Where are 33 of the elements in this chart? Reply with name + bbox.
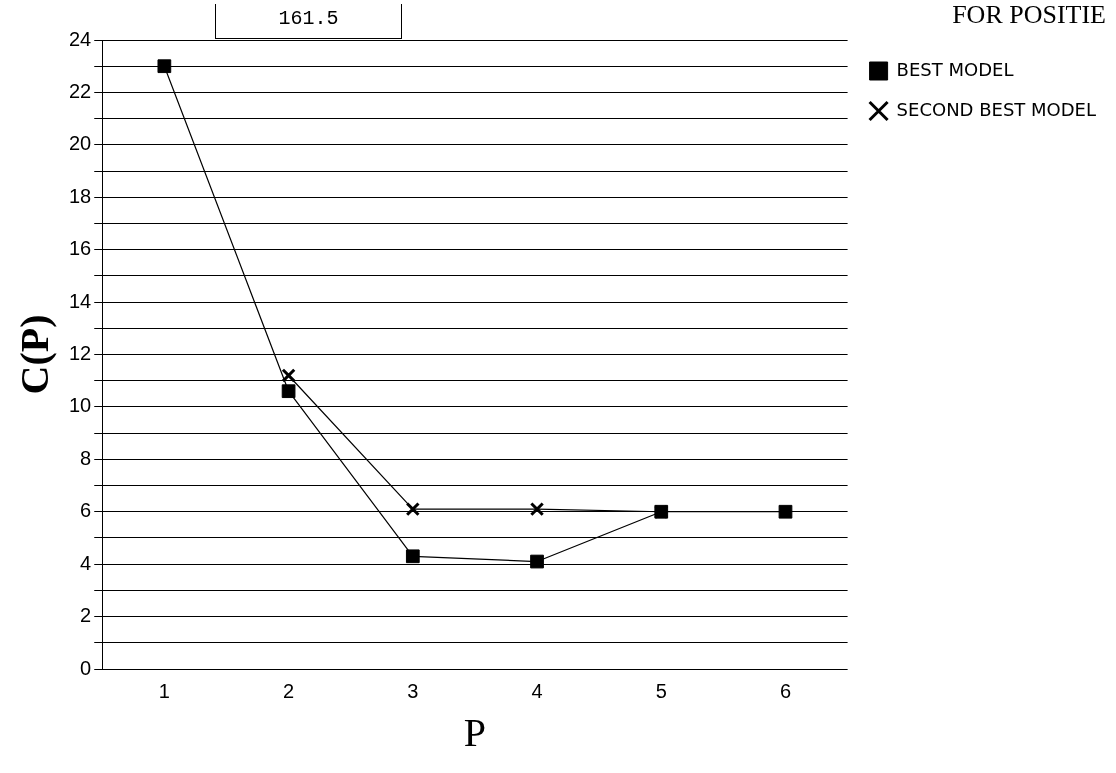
x-tick-label: 3 <box>407 679 419 702</box>
y-tick-label: 6 <box>80 499 92 522</box>
callout-box: 161.5 <box>215 4 402 39</box>
legend-label: SECOND BEST MODEL <box>896 98 1096 120</box>
point <box>281 384 296 399</box>
x-tick-label: 4 <box>531 679 543 702</box>
y-tick-label: 20 <box>69 132 92 155</box>
y-tick-label: 0 <box>80 656 92 679</box>
x-tick-label: 2 <box>283 679 295 702</box>
point <box>405 501 420 517</box>
point <box>530 554 544 569</box>
x-tick-label: 5 <box>655 679 667 702</box>
y-tick-label: 8 <box>80 446 92 469</box>
point <box>529 501 545 517</box>
point <box>405 549 420 564</box>
point <box>778 504 793 519</box>
y-tick-label: 22 <box>69 79 92 102</box>
y-axis-title: C(P) <box>12 314 58 395</box>
x-tick-label: 6 <box>779 679 792 702</box>
y-tick-label: 18 <box>69 184 92 207</box>
text: FOR POSITIE <box>952 0 1106 30</box>
y-tick-label: 14 <box>69 289 92 312</box>
x-tick-label: 1 <box>158 679 170 702</box>
y-tick-label: 10 <box>69 394 92 417</box>
y-tick-label: 24 <box>69 27 92 50</box>
y-tick-label: 4 <box>80 551 92 574</box>
x-axis-title: P <box>463 709 487 755</box>
point <box>281 368 296 383</box>
y-tick-label: 16 <box>69 237 92 260</box>
legend-label: BEST MODEL <box>896 58 1014 80</box>
point <box>157 59 172 74</box>
y-tick-label: 12 <box>69 342 92 365</box>
y-tick-label: 2 <box>80 604 92 627</box>
